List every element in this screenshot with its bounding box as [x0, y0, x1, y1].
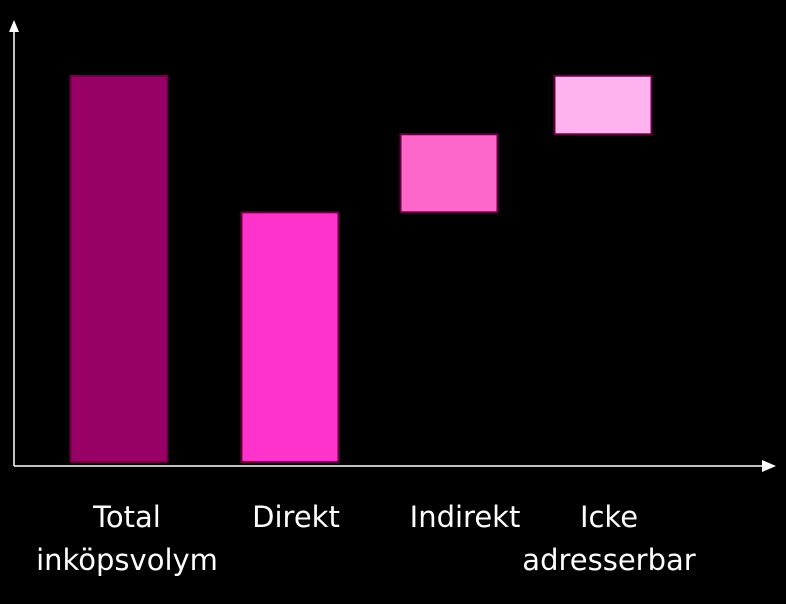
x-tick-label: Direkt [252, 500, 340, 534]
x-tick-label: Total inköpsvolym [36, 500, 218, 577]
x-tick-label: Icke adresserbar [522, 500, 696, 577]
bar [69, 74, 169, 463]
bar [553, 74, 653, 136]
x-tick-label: Indirekt [409, 500, 521, 534]
bar [399, 133, 499, 214]
x-axis-arrow [762, 460, 776, 472]
bar [240, 211, 340, 463]
y-axis-arrow [9, 20, 19, 32]
